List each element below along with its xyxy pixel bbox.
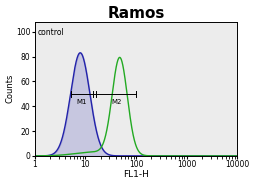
Text: M2: M2 [110,99,121,105]
Text: control: control [37,28,64,37]
X-axis label: FL1-H: FL1-H [122,170,148,179]
Title: Ramos: Ramos [107,6,164,21]
Text: M1: M1 [76,99,87,105]
Y-axis label: Counts: Counts [6,74,14,103]
